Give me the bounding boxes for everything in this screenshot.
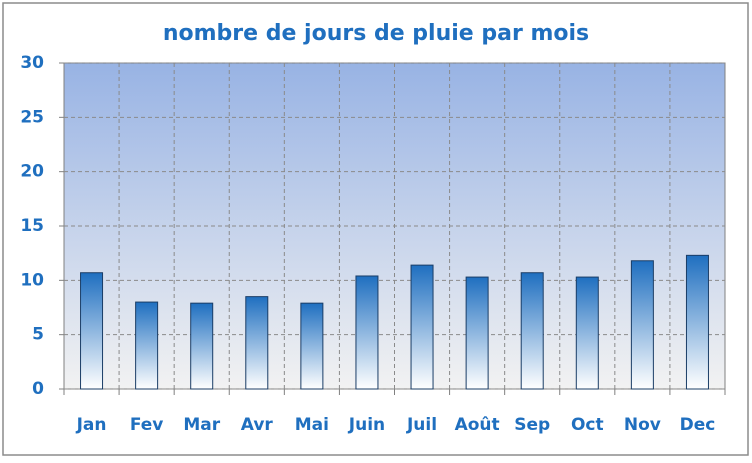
x-tick-label: Juil	[406, 415, 437, 435]
bar	[300, 302, 324, 390]
x-tick-label: Jan	[76, 415, 107, 435]
bar	[465, 276, 489, 390]
x-tick-label: Août	[455, 415, 500, 435]
y-tick-label: 20	[20, 162, 44, 182]
y-tick-label: 30	[20, 53, 44, 73]
y-tick-label: 5	[32, 325, 44, 345]
y-tick-label: 10	[20, 270, 44, 290]
bar	[245, 296, 269, 390]
chart-title: nombre de jours de pluie par mois	[163, 21, 589, 46]
bar	[135, 301, 159, 390]
bar	[520, 272, 544, 390]
x-tick-label: Sep	[514, 415, 550, 435]
y-tick-label: 25	[20, 107, 44, 127]
bar	[575, 276, 599, 390]
x-tick-label: Avr	[241, 415, 274, 435]
x-tick-label: Dec	[680, 415, 716, 435]
bar	[355, 275, 379, 390]
x-tick-label: Fev	[130, 415, 164, 435]
y-tick-label: 15	[20, 216, 44, 236]
x-tick-label: Oct	[571, 415, 604, 435]
x-tick-label: Mai	[295, 415, 329, 435]
bar	[80, 272, 104, 390]
bar	[410, 264, 434, 390]
bar	[685, 254, 709, 390]
x-tick-label: Nov	[624, 415, 661, 435]
y-tick-label: 0	[32, 379, 44, 399]
bar	[630, 260, 654, 390]
bar	[190, 302, 214, 390]
x-tick-label: Juin	[348, 415, 385, 435]
x-tick-label: Mar	[183, 415, 220, 435]
